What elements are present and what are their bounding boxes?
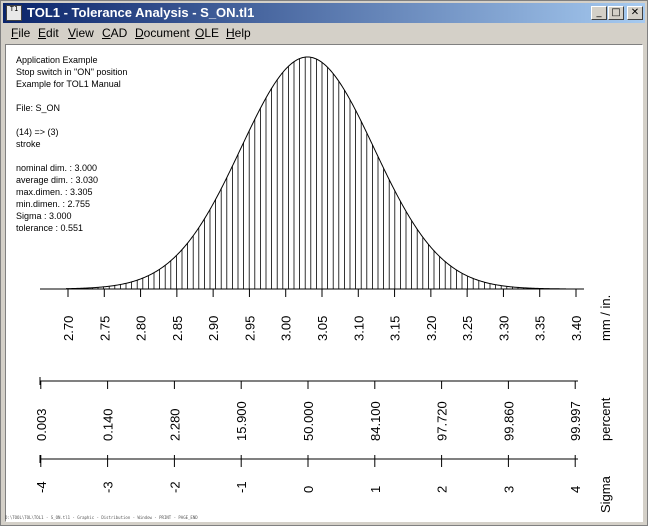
sigma-tick-label: -1	[234, 481, 249, 493]
menu-bar: File Edit View CAD Document OLE Help	[3, 24, 645, 42]
info-line: Application Example	[16, 55, 98, 65]
maximize-button[interactable]: □	[608, 6, 624, 20]
menu-file-label: ile	[18, 26, 31, 40]
percent-unit-label: percent	[598, 397, 613, 441]
scale-unit-label: mm / in.	[598, 295, 613, 341]
sigma-tick-label: -4	[34, 481, 49, 493]
window-title: TOL1 - Tolerance Analysis - S_ON.tl1	[27, 5, 255, 20]
percent-tick-label: 2.280	[167, 408, 182, 441]
scale-tick-label: 3.00	[279, 316, 294, 341]
scale-tick-label: 3.40	[569, 316, 584, 341]
sigma-tick-label: 4	[568, 486, 583, 493]
menu-document[interactable]: Document	[135, 26, 190, 40]
menu-document-mnemonic: D	[135, 26, 144, 40]
info-line	[16, 114, 127, 126]
menu-view-label: iew	[75, 26, 94, 40]
sigma-tick-label: 3	[501, 486, 516, 493]
sigma-tick-label: -3	[101, 481, 116, 493]
app-icon[interactable]: T1	[6, 5, 22, 21]
scale-tick-label: 2.80	[134, 316, 149, 341]
percent-tick-label: 15.900	[234, 401, 249, 441]
sigma-tick-label: 0	[301, 486, 316, 493]
info-line: Example for TOL1 Manual	[16, 79, 121, 89]
info-line: File: S_ON	[16, 103, 61, 113]
scale-tick-label: 2.85	[170, 316, 185, 341]
sigma-unit-label: Sigma	[598, 475, 613, 513]
status-strip: D:\TOOL\TOL\TOL1 - S_ON.tl1 - Graphic - …	[5, 515, 198, 520]
close-button[interactable]: ✕	[627, 6, 643, 20]
info-line: max.dimen. : 3.305	[16, 187, 93, 197]
scale-tick-label: 3.35	[533, 316, 548, 341]
distribution-chart: 2.70 2.75 2.80 2.85 2.90 2.95 3.00 3.05 3.10 3.15…	[34, 56, 613, 513]
distribution-curve	[65, 56, 567, 290]
info-line: min.dimen. : 2.755	[16, 199, 91, 209]
menu-help-mnemonic: H	[226, 26, 235, 40]
percent-tick-label: 84.100	[368, 401, 383, 441]
info-line: stroke	[16, 139, 41, 149]
info-line: Stop switch in "ON" position	[16, 67, 128, 77]
menu-ole-label: LE	[204, 26, 220, 40]
menu-document-label: ocument	[143, 26, 190, 40]
info-line	[16, 150, 127, 162]
sigma-tick-label: 1	[368, 486, 383, 493]
menu-cad-label: AD	[110, 26, 128, 40]
scale-tick-label: 2.95	[242, 316, 257, 341]
info-line: Sigma : 3.000	[16, 211, 72, 221]
menu-cad[interactable]: CAD	[102, 26, 127, 40]
scale-tick-label: 3.25	[460, 316, 475, 341]
info-line	[16, 90, 127, 102]
sigma-tick-label: 2	[435, 486, 450, 493]
menu-view-mnemonic: V	[68, 26, 76, 40]
percent-tick-label: 99.860	[501, 401, 516, 441]
info-line: tolerance : 0.551	[16, 223, 84, 233]
percent-tick-label: 0.003	[34, 408, 49, 441]
info-line: (14) => (3)	[16, 127, 59, 137]
scale-tick-label: 3.05	[315, 316, 330, 341]
menu-file-mnemonic: F	[11, 26, 19, 40]
scale-tick-label: 2.70	[61, 316, 76, 341]
scale-tick-label: 3.20	[424, 316, 439, 341]
menu-file[interactable]: File	[11, 26, 30, 40]
menu-help-label: elp	[234, 26, 251, 40]
menu-edit-mnemonic: E	[38, 26, 47, 40]
minimize-button[interactable]: _	[591, 6, 607, 20]
menu-help[interactable]: Help	[226, 26, 251, 40]
percent-tick-label: 0.140	[101, 408, 116, 441]
document-canvas[interactable]: 2.70 2.75 2.80 2.85 2.90 2.95 3.00 3.05 3.10 3.15…	[5, 44, 643, 522]
info-panel: Application Example Stop switch in "ON" …	[16, 54, 127, 234]
menu-view[interactable]: View	[68, 26, 94, 40]
menu-cad-mnemonic: C	[102, 26, 111, 40]
scale-tick-label: 2.75	[97, 316, 112, 341]
title-bar[interactable]: T1 TOL1 - Tolerance Analysis - S_ON.tl1 …	[3, 3, 645, 23]
menu-ole-mnemonic: O	[195, 26, 205, 40]
menu-ole[interactable]: OLE	[195, 26, 219, 40]
scale-tick-label: 3.30	[496, 316, 511, 341]
scale-tick-label: 3.10	[351, 316, 366, 341]
scale-tick-label: 2.90	[206, 316, 221, 341]
menu-edit[interactable]: Edit	[38, 26, 59, 40]
percent-tick-label: 97.720	[435, 401, 450, 441]
scale-tick-label: 3.15	[388, 316, 403, 341]
info-line: nominal dim. : 3.000	[16, 163, 98, 173]
sigma-tick-label: -2	[167, 481, 182, 493]
info-line: average dim. : 3.030	[16, 175, 99, 185]
menu-edit-label: dit	[46, 26, 59, 40]
percent-tick-label: 99.997	[568, 401, 583, 441]
percent-tick-label: 50.000	[301, 401, 316, 441]
